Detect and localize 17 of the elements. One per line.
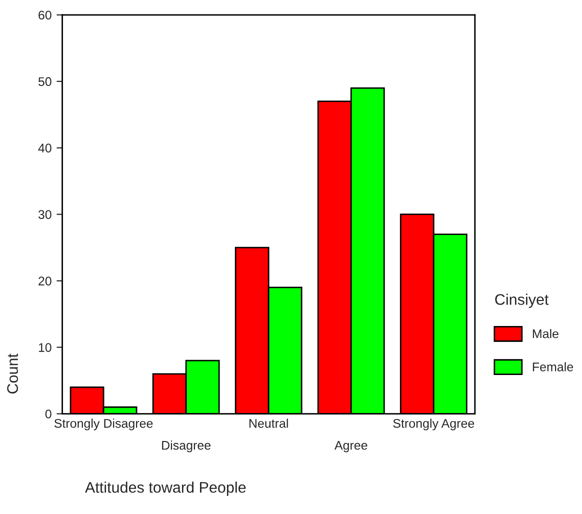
y-tick-label: 20 — [38, 276, 52, 286]
y-tick-label: 60 — [38, 10, 52, 20]
y-tick-label: 30 — [38, 210, 52, 219]
y-tick-label: 50 — [38, 77, 52, 86]
x-axis-title: Attitudes toward People — [85, 482, 246, 496]
y-axis-title: Count — [7, 354, 18, 394]
x-tick-label: Agree — [334, 441, 368, 452]
y-tick-label: 0 — [45, 410, 52, 418]
y-tick-label: 40 — [38, 144, 52, 153]
x-tick-label: Neutral — [249, 418, 288, 428]
legend-title: Cinsiyet — [495, 294, 549, 308]
y-tick-label: 10 — [38, 343, 52, 352]
legend-label: Male — [532, 328, 558, 338]
x-tick-label: Disagree — [162, 440, 211, 452]
x-tick-label: Strongly Agree — [393, 418, 474, 430]
legend-label: Female — [532, 362, 574, 372]
x-tick-label: Strongly Disagree — [54, 418, 153, 430]
